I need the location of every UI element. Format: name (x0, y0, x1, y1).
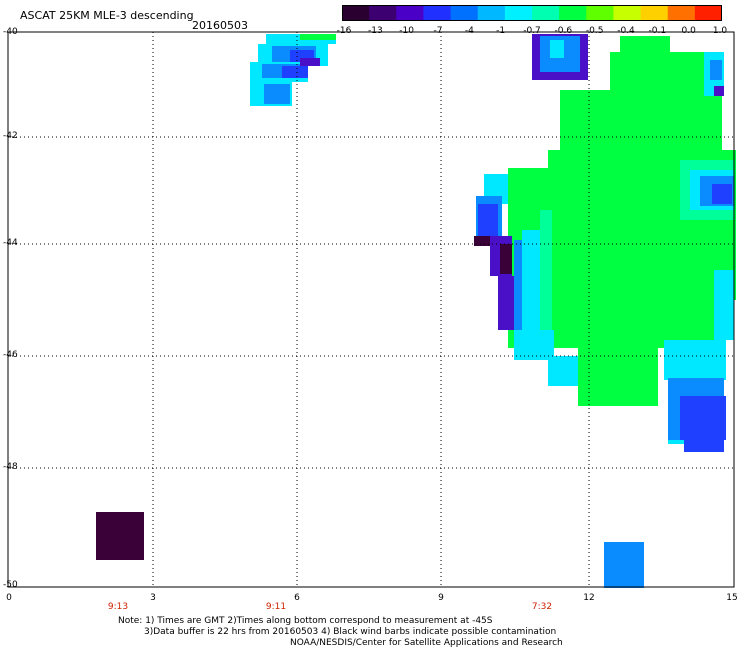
data-cell (710, 60, 722, 80)
lat-label: -40 (3, 27, 18, 37)
data-cell (684, 440, 724, 452)
pass-time: 9:13 (107, 602, 129, 612)
color-scale-tick: -0.7 (523, 26, 541, 36)
lon-label: 12 (583, 593, 595, 603)
data-cell (300, 58, 320, 66)
data-cell (668, 440, 684, 444)
data-cell (714, 270, 734, 340)
color-swatch (477, 5, 506, 21)
color-swatch (369, 5, 397, 21)
color-scale-bar (342, 5, 722, 21)
lon-label: 6 (294, 593, 300, 603)
data-blocks (96, 34, 736, 588)
color-swatch (342, 5, 370, 21)
data-cell (550, 40, 564, 58)
image-date: 20160503 (192, 19, 248, 32)
data-cell (548, 356, 578, 386)
color-swatch (640, 5, 669, 21)
data-cell (664, 340, 726, 380)
color-swatch (667, 5, 696, 21)
color-scale-tick: 0.0 (681, 26, 696, 36)
color-scale-tick: -0.6 (554, 26, 573, 36)
color-swatch (504, 5, 533, 21)
data-cell (560, 90, 610, 150)
data-cell (714, 86, 724, 96)
color-scale-tick: -0.4 (617, 26, 635, 36)
data-cell (514, 330, 554, 360)
color-scale-tick: -4 (464, 26, 474, 36)
color-swatch (613, 5, 642, 21)
data-cell (96, 512, 144, 560)
map-frame (7, 31, 735, 588)
image-title: ASCAT 25KM MLE-3 descending (20, 9, 194, 22)
data-cell (578, 300, 658, 406)
lat-label: -48 (3, 462, 18, 472)
grid-lines (8, 32, 734, 587)
lon-label: 0 (6, 593, 12, 603)
lat-label: -44 (3, 238, 18, 248)
color-scale-tick: -0.5 (585, 26, 604, 36)
data-cell (264, 84, 290, 104)
data-cell (604, 542, 644, 588)
lat-label: -46 (3, 350, 18, 360)
note-line: Note: 1) Times are GMT 2)Times along bot… (118, 616, 493, 626)
data-cell (474, 236, 490, 246)
color-scale-tick: -7 (433, 26, 443, 36)
color-swatch (450, 5, 479, 21)
data-cell (540, 210, 552, 360)
data-cell (500, 244, 512, 274)
lon-label: 15 (726, 593, 738, 603)
data-cell (712, 184, 732, 204)
data-cell (282, 66, 308, 78)
color-swatch (694, 5, 722, 21)
color-scale-tick: -1 (496, 26, 506, 36)
note-line: 3)Data buffer is 22 hrs from 20160503 4)… (144, 627, 557, 637)
color-bar-frame (342, 5, 722, 21)
color-scale-tick: 1.0 (712, 26, 728, 36)
color-scale-tick: -13 (367, 26, 383, 36)
color-scale-tick: -0.1 (648, 26, 667, 36)
pass-time: 7:32 (531, 602, 553, 612)
color-swatch (532, 5, 560, 21)
color-swatch (586, 5, 615, 21)
note-line: NOAA/NESDIS/Center for Satellite Applica… (290, 638, 563, 648)
data-cell (478, 204, 498, 244)
lat-label: -42 (3, 131, 18, 141)
color-swatch (396, 5, 425, 21)
pass-time: 9:11 (265, 602, 287, 612)
lon-label: 3 (150, 593, 156, 603)
color-swatch (559, 5, 587, 21)
lat-label: -50 (3, 580, 18, 590)
color-scale-tick: -10 (399, 26, 415, 36)
color-swatch (423, 5, 452, 21)
lon-label: 9 (438, 593, 444, 603)
data-cell (300, 34, 336, 40)
data-cell (680, 396, 726, 440)
data-cell (620, 36, 670, 56)
data-cell (522, 230, 542, 350)
color-scale-tick: -16 (336, 26, 352, 36)
